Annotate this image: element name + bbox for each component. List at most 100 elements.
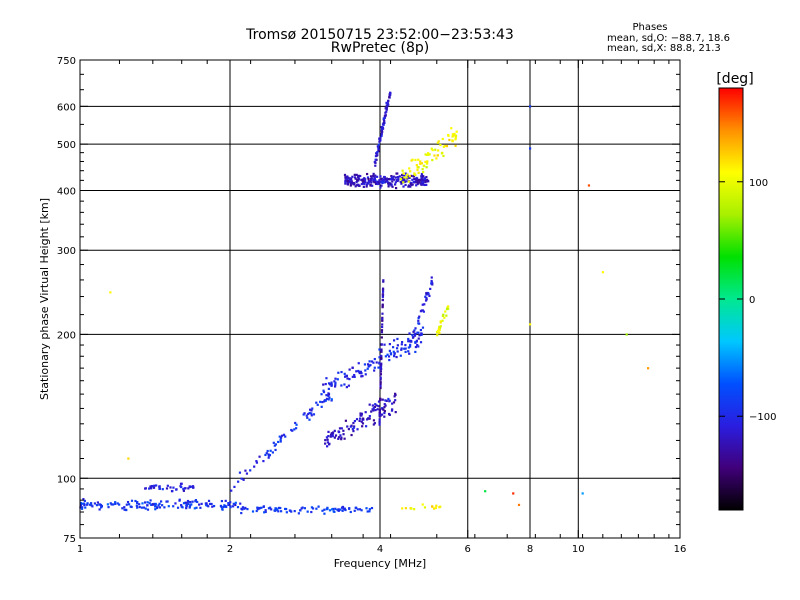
data-point	[414, 327, 417, 330]
data-point	[178, 499, 181, 502]
data-point	[150, 484, 154, 488]
data-point	[385, 177, 388, 180]
data-point	[385, 108, 388, 111]
data-point	[363, 363, 367, 366]
data-point	[236, 506, 240, 509]
data-point	[400, 347, 403, 350]
data-point	[146, 501, 149, 504]
data-point	[399, 354, 402, 357]
data-point	[320, 393, 323, 396]
data-point	[380, 329, 384, 332]
data-point	[399, 180, 402, 184]
data-point	[378, 420, 381, 423]
data-point	[421, 168, 424, 171]
data-point	[381, 304, 384, 307]
data-point	[385, 101, 388, 104]
data-point	[453, 132, 456, 136]
data-point	[143, 501, 147, 504]
data-point	[419, 328, 422, 332]
data-point	[401, 176, 404, 179]
data-point	[352, 183, 355, 186]
data-point	[377, 182, 380, 186]
x-tick-label: 2	[227, 544, 233, 555]
data-point	[381, 288, 385, 291]
data-point	[324, 439, 327, 442]
data-point	[369, 363, 372, 367]
data-point	[375, 154, 378, 157]
data-point	[601, 271, 605, 274]
data-point	[403, 176, 406, 179]
y-axis-label: Stationary phase Virtual Height [km]	[38, 198, 51, 400]
data-point	[295, 427, 298, 430]
data-point	[439, 143, 442, 147]
data-point	[240, 511, 243, 515]
data-point	[285, 511, 288, 514]
data-point	[374, 182, 378, 186]
data-point	[340, 427, 343, 430]
data-point	[413, 172, 416, 175]
data-point	[383, 415, 386, 418]
data-point	[149, 486, 153, 490]
data-point	[382, 121, 385, 125]
data-point	[370, 181, 373, 184]
data-point	[379, 178, 382, 181]
data-point	[208, 502, 212, 506]
data-point	[352, 429, 355, 433]
data-point	[375, 361, 378, 364]
data-point	[387, 185, 390, 188]
data-point	[315, 507, 318, 510]
data-point	[417, 171, 420, 174]
data-point	[184, 487, 187, 490]
data-point	[379, 186, 382, 189]
data-point	[425, 166, 428, 169]
data-point	[383, 406, 386, 409]
data-point	[377, 147, 380, 150]
data-point	[420, 172, 424, 176]
data-point	[93, 502, 96, 505]
data-point	[269, 506, 272, 509]
data-point	[393, 352, 396, 356]
data-point	[411, 183, 414, 186]
data-point	[187, 502, 190, 506]
data-point	[394, 393, 397, 397]
y-tick-label: 200	[57, 330, 76, 341]
data-point	[322, 390, 326, 394]
data-point	[391, 178, 395, 181]
data-point	[407, 337, 410, 341]
data-point	[342, 433, 345, 436]
data-point	[378, 361, 381, 364]
data-point	[134, 499, 137, 503]
data-point	[400, 340, 404, 344]
data-point	[352, 421, 355, 425]
data-point	[390, 409, 394, 412]
data-point	[212, 504, 216, 508]
data-point	[270, 508, 273, 511]
data-point	[84, 506, 87, 509]
data-point	[211, 505, 214, 508]
data-point	[484, 490, 487, 493]
data-point	[306, 510, 309, 513]
data-point	[326, 445, 329, 448]
data-point	[152, 485, 155, 488]
data-point	[311, 407, 314, 410]
data-point	[380, 336, 383, 339]
data-point	[437, 327, 441, 331]
data-point	[340, 370, 343, 374]
data-point	[440, 152, 444, 155]
data-point	[380, 184, 383, 187]
data-point	[325, 436, 328, 439]
data-point	[346, 176, 349, 179]
data-point	[439, 325, 442, 328]
data-point	[361, 425, 364, 428]
data-point	[229, 505, 232, 508]
data-point	[151, 503, 155, 506]
data-point	[83, 503, 86, 507]
data-point	[140, 506, 143, 509]
data-point	[434, 148, 437, 151]
data-point	[271, 451, 274, 454]
data-point	[367, 177, 370, 181]
data-point	[407, 175, 410, 178]
data-point	[404, 343, 407, 347]
data-point	[411, 336, 415, 339]
data-point	[349, 425, 352, 428]
